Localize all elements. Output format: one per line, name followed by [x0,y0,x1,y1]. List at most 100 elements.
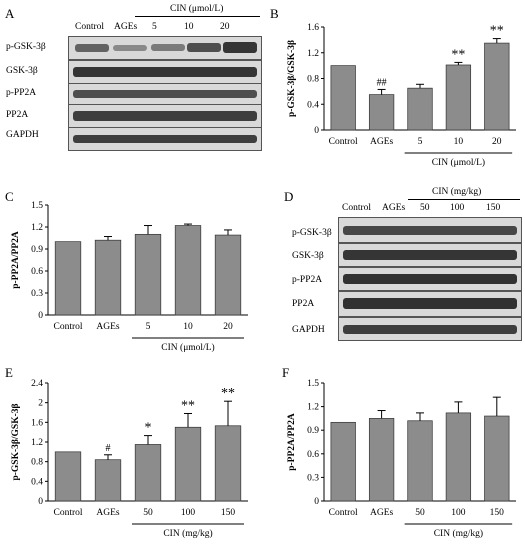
blot-strip [338,291,522,317]
lane-label: 100 [450,203,465,213]
x-tick-label: AGEs [370,137,394,147]
y-tick-label: 0.3 [31,289,43,299]
band [73,90,257,98]
lane-label: AGEs [382,203,406,213]
blot-strip [338,217,522,243]
y-axis-label: p-GSK-3β/GSK-3β [287,40,297,117]
blot-strip [68,60,262,84]
y-tick-label: 0 [314,497,319,507]
panel-label-b: B [270,6,279,21]
y-tick-label: 0.8 [31,458,43,468]
band [73,135,257,143]
bar [330,421,356,502]
bar [368,418,395,502]
y-tick-label: 1.2 [31,438,43,448]
y-tick-label: 1.2 [31,223,43,233]
y-tick-label: 1.2 [307,49,319,59]
band [187,43,221,52]
lane-label: 10 [184,22,194,32]
panel-label-f: F [282,365,290,380]
y-tick-label: 0 [38,311,43,321]
x-tick-label: Control [53,322,82,332]
x-tick-label: 20 [223,322,233,332]
row-label: GSK-3β [292,251,324,261]
x-tick-label: 50 [143,508,153,518]
bar [368,94,395,131]
y-tick-label: 0.8 [307,75,319,85]
blot-panel-d: D CIN (mg/kg) Control AGEs 50 100 150 p-… [268,185,525,350]
bar [94,239,122,316]
chart-panel-c: C 0 0.3 0.6 0.9 1.2 1.5 p-PP2A/PP2A Control AGEs… [0,185,262,360]
x-tick-label: 150 [221,508,236,518]
chart-c: 0 0.3 0.6 0.9 1.2 1.5 p-PP2A/PP2A Control AGEs 5 1… [11,201,248,353]
chart-panel-b: B 0 0.4 0.8 1.2 1.6 p-GSK-3β/GSK-3β Control ## A… [262,0,525,180]
band [343,250,517,260]
band [343,226,517,235]
significance-label: ** [451,47,465,62]
bar [214,425,242,502]
x-tick-label: 10 [454,137,464,147]
row-label: PP2A [292,299,315,309]
lane-label: AGEs [114,22,138,32]
chart-f: 0 0.3 0.6 0.9 1.2 1.5 p-PP2A/PP2A Control AGEs 50… [287,379,516,539]
y-axis-label: p-GSK-3β/GSK-3β [11,403,21,480]
y-tick-label: 0 [314,126,319,136]
y-tick-label: 0.3 [307,473,319,483]
x-tick-label: 20 [492,137,502,147]
row-label: p-GSK-3β [292,228,332,238]
band [73,111,257,121]
lane-label: 150 [486,203,501,213]
blot-strip [338,267,522,291]
band [343,325,517,334]
cin-label-d: CIN (mg/kg) [432,187,482,197]
chart-panel-e: E 0 0.4 0.8 1.2 1.6 2 2.4 p-GSK-3β/GSK-3β Contro… [0,365,262,550]
y-tick-label: 0.9 [31,245,43,255]
row-label: GSK-3β [6,66,38,76]
row-label: GAPDH [292,325,325,335]
y-tick-label: 0.4 [31,477,43,487]
y-axis-label: p-PP2A/PP2A [11,231,21,289]
lane-label: Control [342,203,372,213]
blot-strip [68,104,262,128]
significance-label: ** [181,398,195,413]
bar [94,459,122,502]
chart-b: 0 0.4 0.8 1.2 1.6 p-GSK-3β/GSK-3β Control ## AGE… [287,23,516,168]
band [151,44,185,51]
x-tick-label: AGEs [96,322,120,332]
bar [330,65,356,131]
y-tick-label: 1.6 [31,418,43,428]
row-label: GAPDH [6,130,39,140]
x-tick-label: 5 [146,322,151,332]
panel-label-d: D [284,189,294,204]
blot-panel-a: A CIN (μmol/L) Control AGEs 5 10 20 p-GS… [0,0,265,160]
bar [445,412,472,502]
bar [407,87,433,131]
y-tick-label: 1.2 [307,403,319,413]
bar [407,420,433,502]
y-tick-label: 0 [38,497,43,507]
x-tick-label: AGEs [96,508,120,518]
blot-strip [338,243,522,267]
y-tick-label: 1.6 [307,23,319,33]
bar [174,426,202,502]
x-tick-label: 150 [490,508,505,518]
blot-strip [338,317,522,341]
y-tick-label: 1.5 [31,201,43,211]
bar [134,233,162,316]
significance-label: ** [221,386,235,401]
y-tick-label: 2 [38,399,43,409]
x-tick-label: 10 [183,322,193,332]
lane-label: 50 [420,203,430,213]
x-tick-label: Control [329,137,358,147]
cin-line-d [408,199,520,200]
group-label: CIN (μmol/L) [432,157,485,168]
cin-line-a [135,16,260,17]
lane-label: 5 [152,22,157,32]
panel-label-c: C [5,189,14,204]
x-tick-label: Control [53,508,82,518]
lane-label: 20 [220,22,230,32]
cin-label-a: CIN (μmol/L) [170,4,224,14]
bar [174,225,202,316]
chart-e: 0 0.4 0.8 1.2 1.6 2 2.4 p-GSK-3β/GSK-3β Control #… [11,379,248,539]
bar [484,415,510,502]
